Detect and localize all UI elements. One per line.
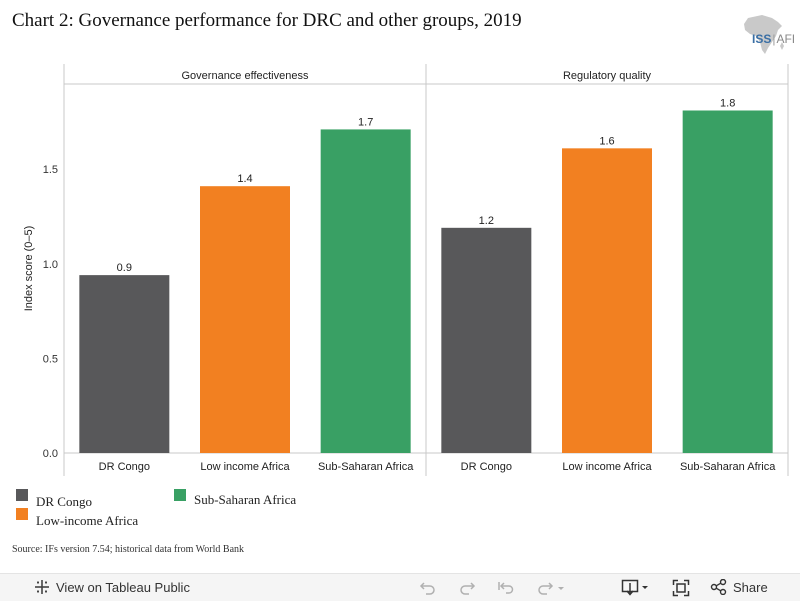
legend-label-low-income-africa: Low-income Africa bbox=[36, 513, 139, 528]
undo-button[interactable] bbox=[419, 579, 437, 595]
bar-value-label: 1.2 bbox=[479, 215, 494, 227]
fullscreen-icon bbox=[672, 579, 690, 597]
share-icon bbox=[710, 579, 727, 595]
refresh-button[interactable] bbox=[536, 579, 566, 595]
bar bbox=[562, 148, 652, 453]
bar-value-label: 1.6 bbox=[599, 135, 614, 147]
x-category-label: Sub-Saharan Africa bbox=[680, 461, 776, 473]
logo-iss-text: ISS bbox=[752, 32, 772, 46]
fullscreen-button[interactable] bbox=[672, 579, 690, 597]
share-label: Share bbox=[733, 579, 768, 595]
x-category-label: DR Congo bbox=[461, 461, 512, 473]
bar bbox=[441, 227, 532, 453]
undo-icon bbox=[419, 582, 435, 595]
tableau-toolbar: View on Tableau Public bbox=[0, 573, 800, 601]
download-icon bbox=[621, 579, 648, 596]
revert-icon bbox=[498, 582, 514, 594]
redo-icon bbox=[460, 582, 476, 595]
bar-chart: Index score (0–5) 0.0 0.5 1.0 1.5 Governance … bbox=[23, 64, 789, 476]
panel-header: Governance effectiveness bbox=[182, 70, 309, 82]
bar-value-label: 1.4 bbox=[237, 173, 252, 185]
legend-item-sub-saharan-africa: Sub-Saharan Africa bbox=[174, 488, 296, 508]
revert-button[interactable] bbox=[497, 579, 515, 595]
y-tick-label: 0.0 bbox=[43, 448, 58, 460]
y-tick-label: 0.5 bbox=[43, 353, 58, 365]
x-category-label: Low income Africa bbox=[200, 461, 290, 473]
panel-header: Regulatory quality bbox=[563, 70, 652, 82]
refresh-icon bbox=[538, 582, 564, 595]
bar-value-label: 1.7 bbox=[358, 116, 373, 128]
bar-value-label: 0.9 bbox=[117, 262, 132, 274]
share-button[interactable]: Share bbox=[710, 579, 768, 595]
legend-label-dr-congo: DR Congo bbox=[36, 494, 92, 509]
y-tick-label: 1.5 bbox=[43, 164, 58, 176]
y-axis-title: Index score (0–5) bbox=[23, 226, 35, 312]
legend-item-low-income-africa: Low-income Africa bbox=[16, 507, 138, 529]
africa-map-icon bbox=[744, 15, 784, 54]
legend-item-dr-congo: DR Congo bbox=[16, 488, 92, 510]
y-tick-label: 1.0 bbox=[43, 259, 58, 271]
legend-swatch-sub-saharan-africa bbox=[174, 489, 186, 501]
legend-swatch-low-income-africa bbox=[16, 508, 28, 520]
bar bbox=[682, 110, 773, 453]
download-button[interactable] bbox=[621, 579, 651, 597]
bar bbox=[320, 129, 411, 453]
x-category-label: Low income Africa bbox=[562, 461, 652, 473]
x-category-label: DR Congo bbox=[99, 461, 150, 473]
logo-afi-text: AFI bbox=[776, 32, 796, 46]
bar bbox=[200, 186, 290, 453]
x-category-label: Sub-Saharan Africa bbox=[318, 461, 414, 473]
redo-button[interactable] bbox=[458, 579, 476, 595]
view-on-tableau-label: View on Tableau Public bbox=[56, 579, 190, 595]
legend-swatch-dr-congo bbox=[16, 489, 28, 501]
legend-label-sub-saharan-africa: Sub-Saharan Africa bbox=[194, 492, 297, 507]
bar bbox=[79, 275, 170, 453]
view-on-tableau-public-link[interactable]: View on Tableau Public bbox=[34, 579, 190, 595]
tableau-icon bbox=[35, 580, 49, 594]
bar-value-label: 1.8 bbox=[720, 97, 735, 109]
logo-separator: | bbox=[772, 32, 776, 46]
source-note: Source: IFs version 7.54; historical dat… bbox=[12, 544, 245, 555]
chart-title: Chart 2: Governance performance for DRC … bbox=[12, 10, 522, 31]
